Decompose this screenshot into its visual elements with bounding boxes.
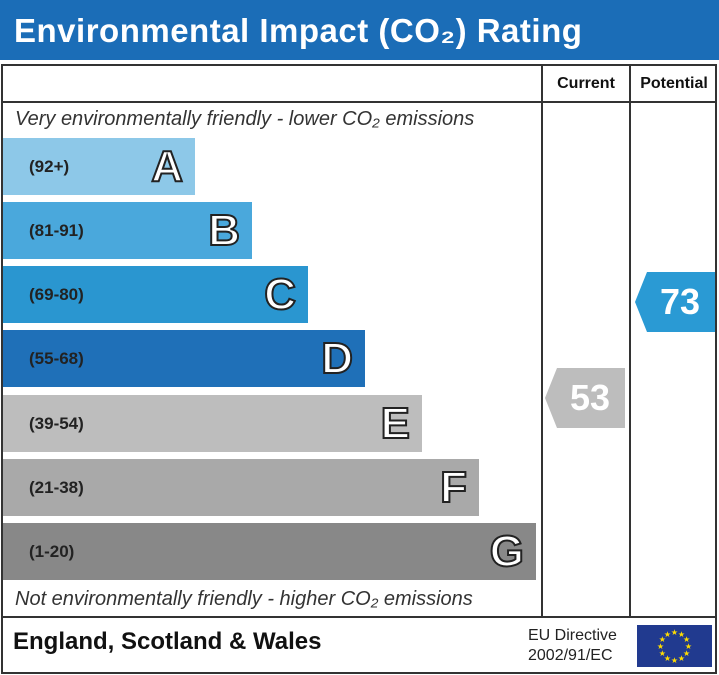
divider — [1, 616, 717, 618]
band-range: (81-91) — [29, 221, 84, 240]
footer-region: England, Scotland & Wales — [13, 628, 322, 655]
band-range: (1-20) — [29, 542, 75, 561]
bottom-note: Not environmentally friendly - higher CO… — [15, 588, 473, 610]
band-letter: C — [263, 269, 297, 320]
current-rating-arrow: 53 — [545, 368, 625, 428]
band-bar-a: (92+) A — [3, 138, 195, 195]
star-icon: ★ — [664, 654, 671, 663]
star-icon: ★ — [678, 630, 685, 639]
star-icon: ★ — [659, 635, 666, 644]
band-range: (92+) — [29, 157, 70, 176]
chart-frame — [1, 64, 717, 674]
star-icon: ★ — [685, 642, 692, 651]
divider — [629, 64, 631, 618]
band-bar-e: (39-54) E — [3, 395, 422, 452]
star-icon: ★ — [671, 628, 678, 637]
band-letter: D — [320, 333, 354, 384]
band-bar-b: (81-91) B — [3, 202, 252, 259]
eu-flag-icon: ★ ★ ★ ★ ★ ★ ★ ★ ★ ★ ★ ★ — [637, 625, 712, 667]
band-range: (55-68) — [29, 349, 84, 368]
chart-title: Environmental Impact (CO₂) Rating — [0, 0, 719, 60]
star-icon: ★ — [659, 649, 666, 658]
star-icon: ★ — [657, 642, 664, 651]
band-letter: A — [150, 141, 184, 192]
star-icon: ★ — [678, 654, 685, 663]
band-bar-c: (69-80) C — [3, 266, 308, 323]
eu-directive-line1: EU Directive — [528, 627, 617, 644]
band-letter: E — [380, 398, 411, 449]
top-note: Very environmentally friendly - lower CO… — [15, 108, 475, 130]
current-column-header: Current — [557, 75, 615, 92]
star-icon: ★ — [664, 630, 671, 639]
divider — [541, 64, 543, 618]
band-bar-g: (1-20) G — [3, 523, 536, 580]
star-icon: ★ — [671, 656, 678, 665]
star-icon: ★ — [683, 635, 690, 644]
band-range: (39-54) — [29, 414, 84, 433]
band-letter: F — [439, 462, 468, 513]
band-bar-f: (21-38) F — [3, 459, 479, 516]
potential-column-header: Potential — [640, 75, 708, 92]
divider — [1, 101, 717, 103]
band-range: (69-80) — [29, 285, 84, 304]
band-range: (21-38) — [29, 478, 84, 497]
current-rating-value: 53 — [569, 377, 611, 418]
potential-rating-value: 73 — [659, 281, 701, 322]
band-letter: G — [489, 526, 525, 577]
potential-rating-arrow: 73 — [635, 272, 715, 332]
band-bar-d: (55-68) D — [3, 330, 365, 387]
eu-directive-line2: 2002/91/EC — [528, 647, 613, 664]
eu-directive: EU Directive 2002/91/EC — [528, 626, 617, 666]
star-icon: ★ — [683, 649, 690, 658]
band-letter: B — [207, 205, 241, 256]
